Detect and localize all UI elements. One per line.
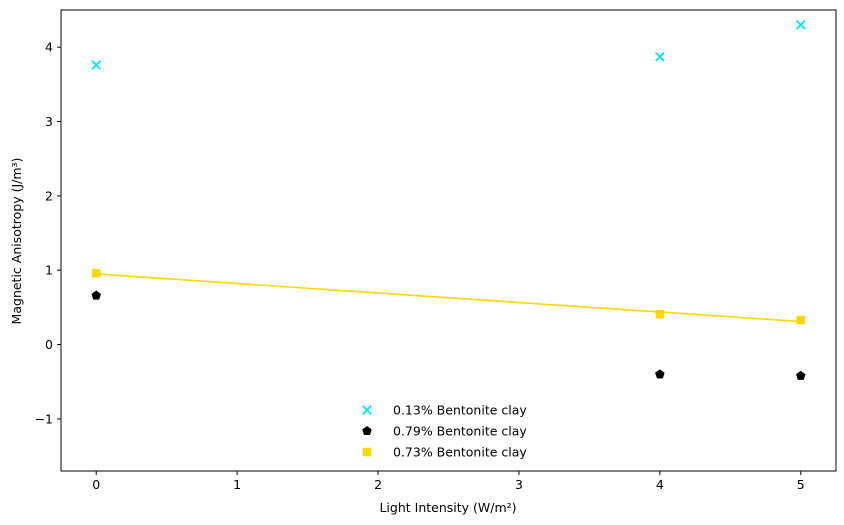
- x-tick-label: 0: [92, 477, 100, 492]
- legend-label: 0.13% Bentonite clay: [393, 403, 527, 418]
- x-tick-label: 2: [374, 477, 382, 492]
- data-point: [655, 309, 665, 319]
- x-tick-label: 3: [515, 477, 523, 492]
- y-axis-ticks: −1 0 1 2 3 4: [35, 40, 61, 426]
- trend-lines: [96, 273, 801, 323]
- data-point: [91, 60, 102, 70]
- y-axis-label: Magnetic Anisotropy (J/m³): [9, 158, 24, 325]
- legend-label: 0.73% Bentonite clay: [393, 445, 527, 460]
- data-point: [796, 315, 806, 325]
- legend-marker: [362, 447, 372, 457]
- data-point: [655, 369, 665, 379]
- trend-line: [96, 273, 801, 323]
- y-tick-label: 0: [45, 337, 53, 352]
- data-point: [655, 52, 665, 62]
- legend-label: 0.79% Bentonite clay: [393, 424, 527, 439]
- legend-marker: [362, 405, 372, 415]
- data-point: [91, 290, 101, 300]
- data-points: [91, 20, 806, 380]
- y-tick-label: 1: [45, 263, 53, 278]
- x-tick-label: 4: [656, 477, 664, 492]
- x-tick-label: 1: [233, 477, 241, 492]
- plot-frame: [60, 9, 837, 472]
- y-tick-label: 2: [45, 188, 53, 203]
- y-tick-label: 4: [45, 40, 53, 55]
- legend-marker: [362, 426, 372, 436]
- y-tick-label: −1: [35, 411, 53, 426]
- data-point: [795, 20, 806, 30]
- x-axis-label: Light Intensity (W/m²): [379, 500, 516, 515]
- y-tick-label: 3: [45, 114, 53, 129]
- x-axis-ticks: 0 1 2 3 4 5: [92, 471, 805, 492]
- x-tick-label: 5: [797, 477, 805, 492]
- legend: 0.13% Bentonite clay 0.79% Bentonite clay…: [362, 403, 527, 460]
- data-point: [796, 370, 806, 380]
- data-point: [91, 268, 101, 278]
